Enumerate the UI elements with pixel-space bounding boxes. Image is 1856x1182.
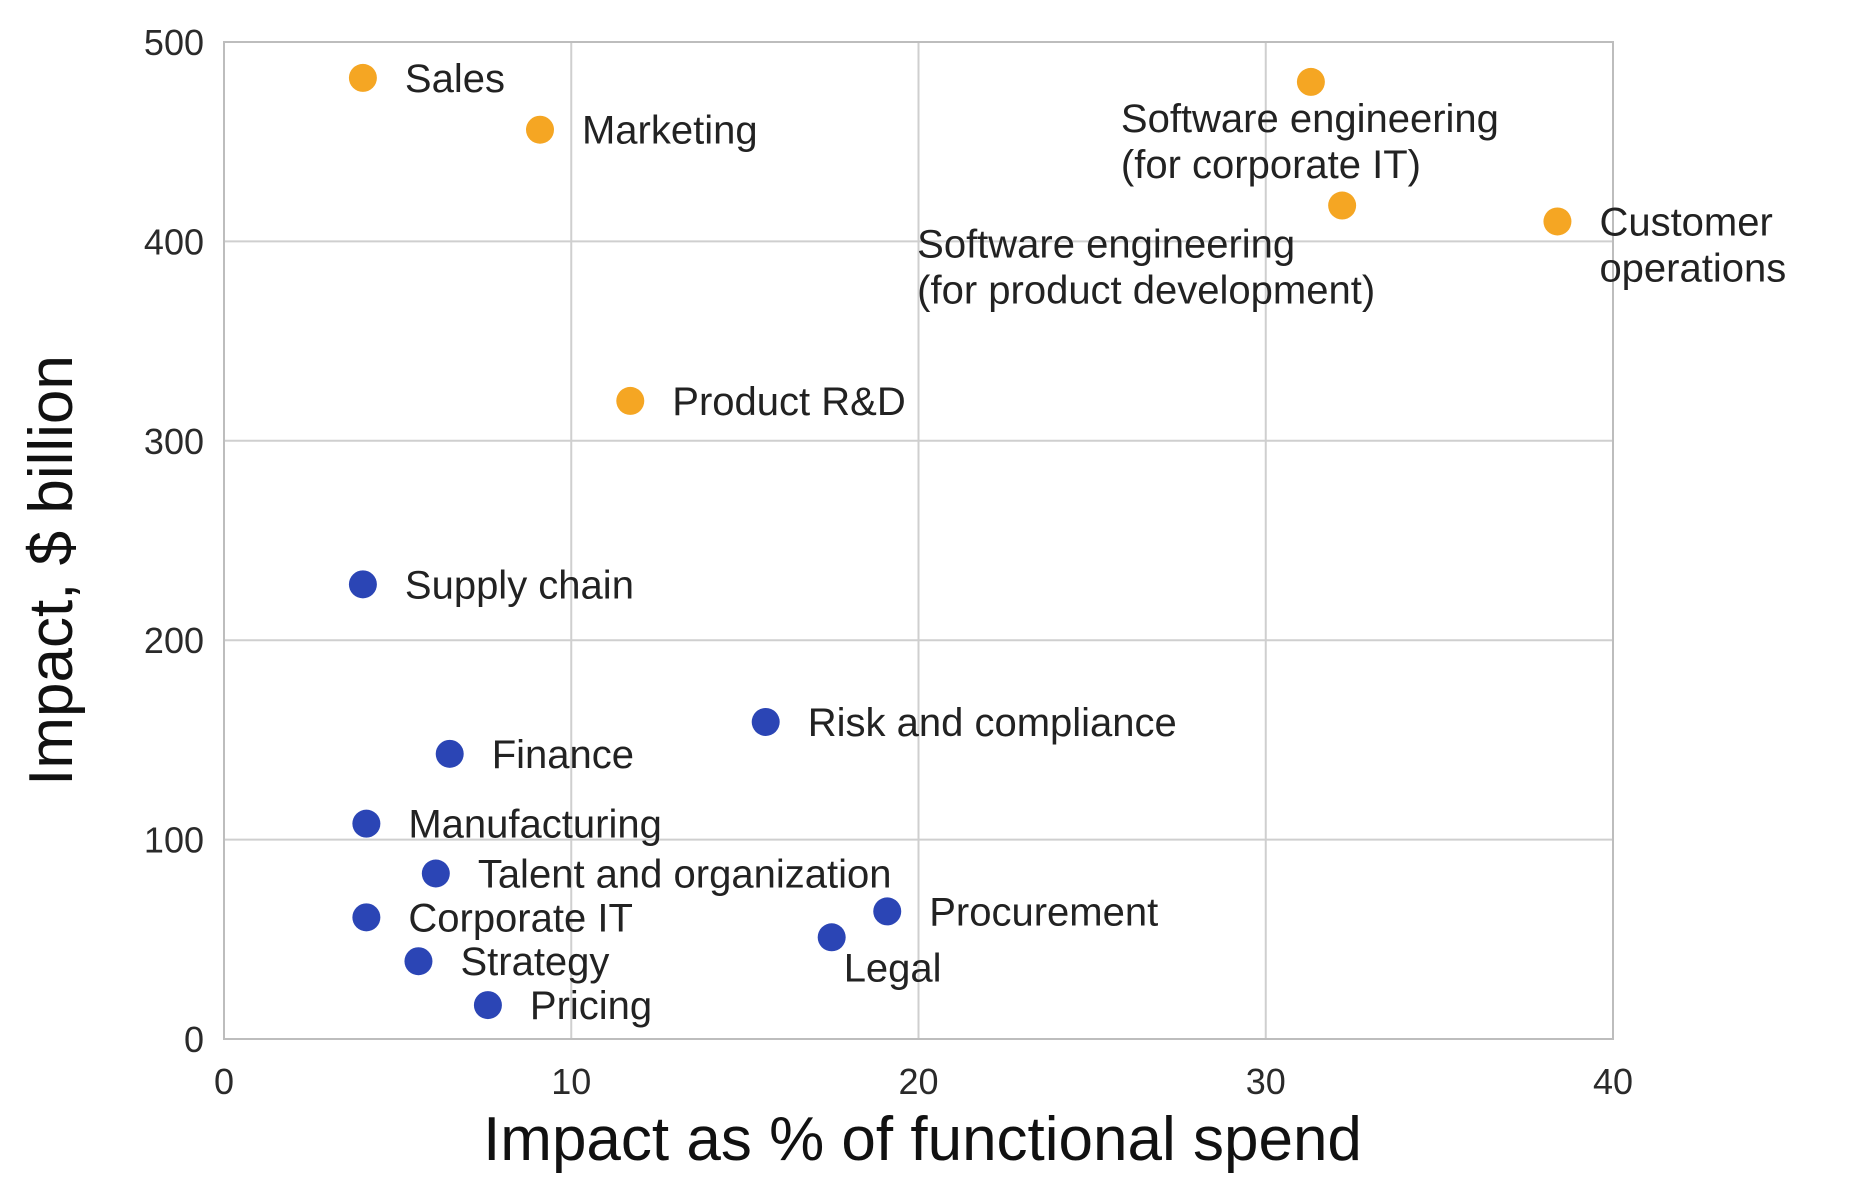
data-point-label: Manufacturing — [408, 803, 661, 847]
data-point-label: Strategy — [460, 940, 609, 984]
data-point — [817, 923, 846, 952]
x-tick-label: 30 — [1246, 1061, 1286, 1102]
data-point-label: Risk and compliance — [808, 701, 1177, 745]
data-point — [751, 707, 780, 736]
y-tick-label: 100 — [144, 820, 204, 861]
x-tick-label: 0 — [214, 1061, 234, 1102]
y-tick-label: 500 — [144, 22, 204, 63]
y-tick-label: 0 — [184, 1019, 204, 1060]
data-point-label: Customer operations — [1599, 200, 1786, 290]
y-axis-label: Impact, $ billion — [17, 355, 86, 786]
data-points: Sales Marketing Software engineering (for c… — [348, 57, 1786, 1028]
data-point-label: Supply chain — [405, 563, 634, 607]
data-point — [348, 63, 377, 92]
data-point-label: Software engineering (for product develop… — [917, 223, 1375, 313]
data-point — [473, 991, 502, 1020]
data-point — [1543, 207, 1572, 236]
data-point-label: Corporate IT — [408, 896, 633, 940]
data-point — [1296, 67, 1325, 96]
data-point — [873, 897, 902, 926]
data-point-label: Marketing — [582, 109, 758, 153]
data-point — [348, 570, 377, 599]
data-point — [352, 809, 381, 838]
data-point — [404, 947, 433, 976]
y-tick-label: 200 — [144, 620, 204, 661]
y-tick-label: 400 — [144, 221, 204, 262]
data-point — [352, 903, 381, 932]
data-point-label: Software engineering (for corporate IT) — [1121, 97, 1499, 187]
y-tick-label: 300 — [144, 421, 204, 462]
data-point-label: Finance — [492, 733, 634, 777]
data-point — [421, 859, 450, 888]
grid-lines — [224, 42, 1613, 1039]
x-axis-label: Impact as % of functional spend — [483, 1105, 1362, 1174]
x-tick-label: 20 — [898, 1061, 938, 1102]
x-tick-label: 10 — [551, 1061, 591, 1102]
data-point — [1328, 191, 1357, 220]
data-point-label: Product R&D — [672, 380, 905, 424]
x-tick-label: 40 — [1593, 1061, 1633, 1102]
data-point — [525, 115, 554, 144]
data-point-label: Pricing — [530, 984, 652, 1028]
data-point-label: Procurement — [929, 890, 1158, 934]
data-point-label: Sales — [405, 57, 505, 101]
data-point — [435, 739, 464, 768]
plot-frame — [223, 41, 1614, 1040]
data-point — [616, 386, 645, 415]
data-point-label: Talent and organization — [478, 852, 892, 896]
data-point-label: Legal — [844, 946, 942, 990]
